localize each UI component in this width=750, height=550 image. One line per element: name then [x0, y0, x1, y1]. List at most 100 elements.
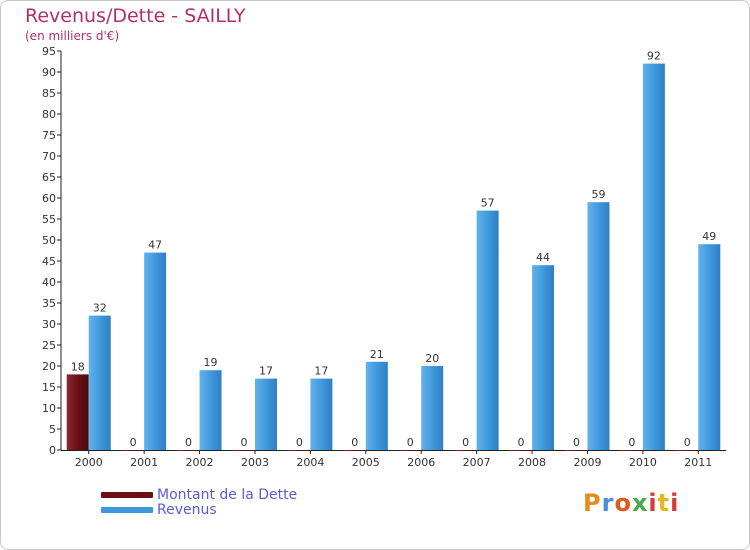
bar-revenus	[477, 211, 499, 450]
y-tick-label: 50	[42, 234, 56, 247]
bar-revenus	[532, 265, 554, 450]
bar-dette	[565, 450, 587, 451]
value-label-revenus: 59	[591, 188, 605, 201]
value-label-dette: 0	[351, 436, 358, 449]
y-tick-label: 55	[42, 213, 56, 226]
y-tick-label: 90	[42, 66, 56, 79]
bar-dette	[178, 450, 200, 451]
value-label-revenus: 17	[259, 365, 273, 378]
bar-dette	[510, 450, 532, 451]
value-label-revenus: 47	[148, 239, 162, 252]
x-tick-label: 2009	[573, 456, 601, 469]
x-tick-label: 2002	[186, 456, 214, 469]
value-label-revenus: 17	[314, 365, 328, 378]
value-label-dette: 0	[240, 436, 247, 449]
y-tick-label: 35	[42, 297, 56, 310]
bar-dette	[399, 450, 421, 451]
y-tick-label: 65	[42, 171, 56, 184]
y-tick-label: 30	[42, 318, 56, 331]
y-tick-label: 40	[42, 276, 56, 289]
x-axis: 2000 2001 2002 2003 2004 2005 2006 2007 2008 2009…	[61, 450, 726, 469]
value-label-dette: 0	[573, 436, 580, 449]
y-tick-label: 80	[42, 108, 56, 121]
x-tick-label: 2003	[241, 456, 269, 469]
x-tick-label: 2011	[684, 456, 712, 469]
value-label-dette: 0	[684, 436, 691, 449]
bar-revenus	[255, 379, 277, 450]
value-label-revenus: 32	[93, 302, 107, 315]
bar-revenus	[200, 370, 222, 450]
value-label-dette: 18	[71, 360, 85, 373]
x-tick-label: 2000	[75, 456, 103, 469]
legend: Montant de la Dette Revenus	[101, 487, 297, 517]
bar-revenus	[587, 202, 609, 450]
value-label-revenus: 57	[481, 197, 495, 210]
logo-letter: t	[658, 489, 670, 517]
y-tick-label: 70	[42, 150, 56, 163]
value-label-dette: 0	[462, 436, 469, 449]
chart-plot: 0 5 10 15 20 25 30 35 40 45 50 55 60 65 70 75 80 85 90 95 2…	[1, 1, 749, 549]
value-label-dette: 0	[185, 436, 192, 449]
y-tick-label: 5	[49, 423, 56, 436]
y-tick-label: 45	[42, 255, 56, 268]
x-tick-label: 2004	[296, 456, 324, 469]
bar-revenus	[698, 244, 720, 450]
bar-dette	[288, 450, 310, 451]
legend-item-revenus: Revenus	[101, 502, 297, 517]
value-label-dette: 0	[130, 436, 137, 449]
logo-letter: r	[602, 489, 615, 517]
bars	[67, 64, 721, 451]
logo-letter: i	[648, 489, 657, 517]
bar-dette	[455, 450, 477, 451]
value-label-dette: 0	[628, 436, 635, 449]
logo-letter: x	[632, 489, 648, 517]
value-labels: 18 32 0 47 0 19 0 17 0 17 0 21 0 20 0 57 0 44 0 59 0 92 0 49	[71, 50, 717, 449]
legend-item-dette: Montant de la Dette	[101, 487, 297, 502]
bar-dette	[344, 450, 366, 451]
y-tick-label: 0	[49, 444, 56, 457]
value-label-revenus: 92	[647, 50, 661, 63]
value-label-dette: 0	[296, 436, 303, 449]
value-label-revenus: 20	[425, 352, 439, 365]
logo-letter: o	[614, 489, 632, 517]
value-label-revenus: 49	[702, 230, 716, 243]
logo-letter: i	[670, 489, 679, 517]
value-label-dette: 0	[407, 436, 414, 449]
y-axis: 0 5 10 15 20 25 30 35 40 45 50 55 60 65 70 75 80 85 90 95	[42, 45, 61, 457]
bar-revenus	[366, 362, 388, 450]
value-label-revenus: 19	[204, 356, 218, 369]
y-tick-label: 15	[42, 381, 56, 394]
x-tick-label: 2006	[407, 456, 435, 469]
bar-revenus	[643, 64, 665, 450]
y-tick-label: 10	[42, 402, 56, 415]
bar-dette	[122, 450, 144, 451]
logo-letter: P	[583, 489, 602, 517]
x-tick-label: 2001	[130, 456, 158, 469]
x-tick-label: 2010	[629, 456, 657, 469]
value-label-dette: 0	[518, 436, 525, 449]
y-tick-label: 85	[42, 87, 56, 100]
value-label-revenus: 44	[536, 251, 550, 264]
y-tick-label: 75	[42, 129, 56, 142]
bar-revenus	[421, 366, 443, 450]
proxiti-logo: Proxiti	[583, 489, 679, 517]
y-tick-label: 60	[42, 192, 56, 205]
x-tick-label: 2005	[352, 456, 380, 469]
value-label-revenus: 21	[370, 348, 384, 361]
legend-label-dette: Montant de la Dette	[157, 487, 297, 503]
bar-revenus	[144, 253, 166, 450]
chart-frame: Revenus/Dette - SAILLY (en milliers d'€)…	[0, 0, 750, 550]
bar-revenus	[89, 316, 111, 450]
legend-swatch-revenus	[101, 507, 153, 513]
x-tick-label: 2008	[518, 456, 546, 469]
x-tick-label: 2007	[463, 456, 491, 469]
y-tick-label: 20	[42, 360, 56, 373]
y-tick-label: 25	[42, 339, 56, 352]
bar-dette	[67, 374, 89, 450]
bar-dette	[676, 450, 698, 451]
bar-dette	[621, 450, 643, 451]
y-tick-label: 95	[42, 45, 56, 58]
bar-dette	[233, 450, 255, 451]
legend-swatch-dette	[101, 492, 153, 498]
bar-revenus	[310, 379, 332, 450]
